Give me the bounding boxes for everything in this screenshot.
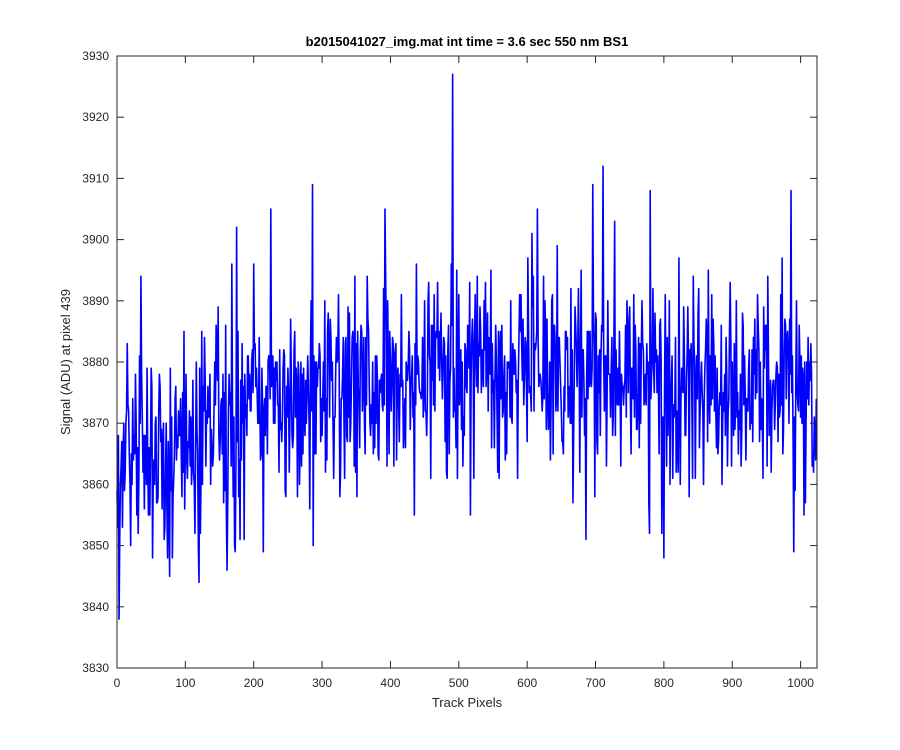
- y-tick-label: 3850: [82, 539, 109, 553]
- x-tick-label: 300: [312, 676, 332, 690]
- y-tick-label: 3910: [82, 171, 109, 185]
- y-tick-label: 3890: [82, 294, 109, 308]
- x-tick-label: 0: [114, 676, 121, 690]
- y-tick-label: 3860: [82, 477, 109, 491]
- y-tick-label: 3840: [82, 600, 109, 614]
- y-axis: 3830 3840 3850 3860 3870 3880 3890 3900 3910 3920…: [82, 49, 817, 675]
- x-tick-label: 1000: [787, 676, 814, 690]
- x-tick-label: 600: [517, 676, 537, 690]
- x-tick-label: 200: [244, 676, 264, 690]
- x-tick-label: 800: [654, 676, 674, 690]
- x-axis-label: Track Pixels: [432, 695, 503, 710]
- x-tick-label: 400: [380, 676, 400, 690]
- y-tick-label: 3830: [82, 661, 109, 675]
- y-tick-label: 3880: [82, 355, 109, 369]
- chart-title: b2015041027_img.mat int time = 3.6 sec 5…: [306, 34, 629, 49]
- series-line: [116, 73, 818, 620]
- x-tick-label: 900: [722, 676, 742, 690]
- series-layer: [116, 73, 818, 620]
- x-tick-label: 500: [449, 676, 469, 690]
- x-tick-label: 100: [175, 676, 195, 690]
- y-axis-label: Signal (ADU) at pixel 439: [58, 289, 73, 435]
- y-tick-label: 3920: [82, 110, 109, 124]
- y-tick-label: 3900: [82, 233, 109, 247]
- x-tick-label: 700: [586, 676, 606, 690]
- y-tick-label: 3870: [82, 416, 109, 430]
- y-tick-label: 3930: [82, 49, 109, 63]
- x-axis: 0 100 200 300 400 500 600 700 800 900 1000: [114, 56, 814, 690]
